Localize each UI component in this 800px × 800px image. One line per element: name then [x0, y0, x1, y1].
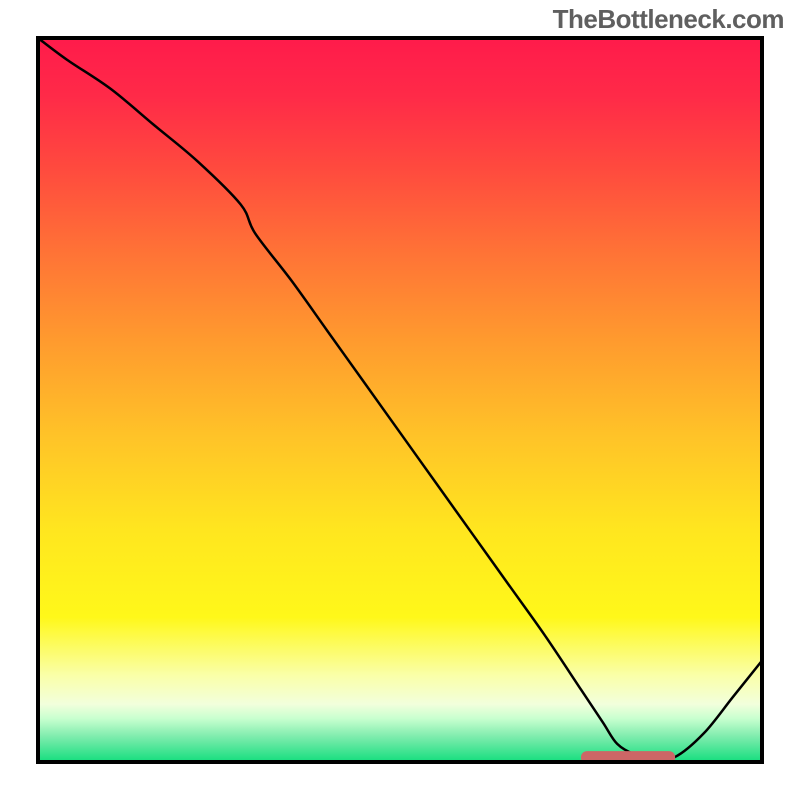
- line-chart: [0, 0, 800, 800]
- plot-background: [38, 38, 762, 762]
- chart-container: TheBottleneck.com: [0, 0, 800, 800]
- watermark-text: TheBottleneck.com: [553, 4, 784, 35]
